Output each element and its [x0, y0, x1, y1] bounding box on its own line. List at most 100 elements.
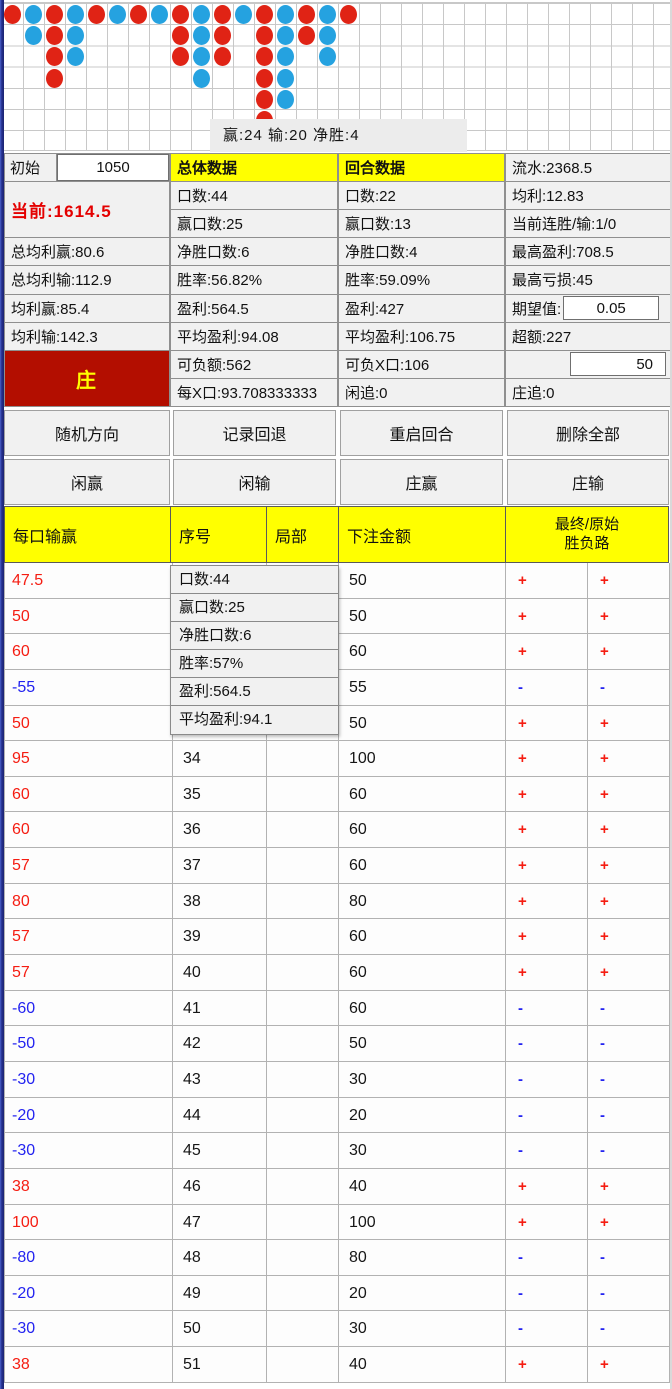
result-cell: -30	[5, 1133, 173, 1169]
partial-cell	[267, 1061, 339, 1098]
final-cell: +	[506, 812, 588, 849]
final-cell: +	[506, 1347, 588, 1383]
banker-win-button[interactable]: 庄赢	[340, 459, 503, 505]
original-cell: +	[588, 705, 670, 742]
table-row: -30 50 30- -	[4, 1311, 670, 1348]
avg-lose: 均利输:142.3	[4, 321, 170, 352]
original-cell: +	[588, 741, 670, 777]
player-dot	[193, 5, 210, 24]
bet-cell: 50	[339, 1026, 506, 1062]
final-cell: -	[506, 1240, 588, 1276]
tooltip-stat-cell: 盈利:564.5	[170, 677, 339, 707]
result-cell: -80	[5, 1240, 173, 1276]
banker-dot	[214, 5, 231, 24]
round-stat-cell: 净胜口数:4	[338, 237, 505, 267]
result-cell: 60	[5, 812, 173, 849]
table-row: -60 41 60- -	[4, 990, 670, 1027]
tooltip-stat-cell: 平均盈利:94.1	[170, 705, 339, 735]
restart-round-button[interactable]: 重启回合	[340, 410, 503, 456]
overall-stat-cell: 净胜口数:6	[170, 237, 338, 267]
result-cell: 47.5	[5, 563, 173, 599]
window-right-edge	[670, 0, 672, 1389]
seq-cell: 40	[173, 955, 267, 991]
banker-dot	[172, 26, 189, 46]
player-dot	[235, 5, 252, 24]
total-avg-lose: 总均利输:112.9	[4, 265, 170, 295]
current-streak-stat: 当前连胜/输:1/0	[505, 209, 671, 239]
undo-record-button[interactable]: 记录回退	[173, 410, 336, 456]
result-cell: 60	[5, 634, 173, 670]
random-direction-button[interactable]: 随机方向	[4, 410, 170, 456]
table-row: 57 39 60 + +	[4, 919, 670, 956]
player-dot	[319, 5, 336, 24]
seq-cell: 46	[173, 1168, 267, 1205]
original-cell: -	[588, 990, 670, 1027]
final-cell: +	[506, 705, 588, 742]
partial-cell	[267, 1347, 339, 1383]
max-loss-stat: 最高亏损:45	[505, 265, 671, 295]
seq-cell: 41	[173, 990, 267, 1027]
original-cell: +	[588, 1347, 670, 1383]
original-cell: +	[588, 883, 670, 920]
round-stat-cell: 胜率:59.09%	[338, 265, 505, 295]
banker-dot	[46, 68, 63, 88]
bet-cell: 55	[339, 669, 506, 706]
player-lose-button[interactable]: 闲输	[173, 459, 336, 505]
banker-lose-button[interactable]: 庄输	[507, 459, 669, 505]
seq-cell: 49	[173, 1275, 267, 1312]
bet-cell: 40	[339, 1347, 506, 1383]
final-cell: +	[506, 634, 588, 670]
initial-balance-input[interactable]	[57, 154, 169, 182]
final-cell: +	[506, 776, 588, 813]
player-dot	[277, 68, 294, 88]
result-cell: 50	[5, 598, 173, 635]
player-win-button[interactable]: 闲赢	[4, 459, 170, 505]
overall-stat-cell: 口数:44	[170, 181, 338, 211]
stats-column-overall: 总体数据 口数:44 赢口数:25 净胜口数:6 胜率:56.82% 盈利:564.5 平…	[170, 153, 338, 407]
banker-chase-stat: 庄追:0	[505, 377, 671, 407]
partial-cell	[267, 1204, 339, 1241]
stats-column-right: 流水:2368.5 均利:12.83 当前连胜/输:1/0 最高盈利:708.5…	[505, 153, 671, 407]
table-row: 38 46 40 + +	[4, 1168, 670, 1205]
banker-dot	[214, 26, 231, 46]
original-cell: -	[588, 1026, 670, 1062]
banker-dot	[4, 5, 21, 24]
partial-cell	[267, 848, 339, 884]
seq-cell: 38	[173, 883, 267, 920]
overall-stat-cell: 平均盈利:94.08	[170, 321, 338, 351]
bet-cell: 60	[339, 919, 506, 956]
final-cell: +	[506, 919, 588, 956]
delete-all-button[interactable]: 删除全部	[507, 410, 669, 456]
result-cell: 100	[5, 1204, 173, 1241]
table-row: 57 37 60 + +	[4, 848, 670, 884]
stats-column-left: 初始 当前:1614.5 总均利赢:80.6 总均利输:112.9 均利赢:85…	[4, 153, 170, 407]
original-cell: -	[588, 1097, 670, 1134]
partial-cell	[267, 1240, 339, 1276]
window-left-edge	[0, 0, 4, 1389]
round-stat-cell: 闲追:0	[338, 377, 505, 407]
expected-value-input[interactable]	[563, 296, 660, 321]
player-dot	[25, 26, 42, 46]
player-dot	[151, 5, 168, 24]
banker-dot	[256, 26, 273, 46]
player-dot	[277, 26, 294, 46]
table-row: -30 45 30- -	[4, 1133, 670, 1169]
banker-dot	[130, 5, 147, 24]
final-cell: +	[506, 741, 588, 777]
result-cell: -30	[5, 1311, 173, 1348]
win-lose-summary: 赢:24 输:20 净胜:4	[210, 119, 467, 152]
base-amount-input[interactable]	[570, 352, 666, 377]
header-final-original-line2: 胜负路	[564, 534, 610, 552]
original-cell: -	[588, 1061, 670, 1098]
original-cell: -	[588, 669, 670, 706]
overall-data-header: 总体数据	[170, 153, 338, 183]
player-dot	[277, 89, 294, 109]
result-cell: 50	[5, 705, 173, 742]
partial-cell	[267, 1133, 339, 1169]
bet-cell: 60	[339, 776, 506, 813]
banker-dot	[256, 47, 273, 67]
partial-cell	[267, 919, 339, 956]
bet-cell: 60	[339, 848, 506, 884]
table-row: -30 43 30- -	[4, 1061, 670, 1098]
